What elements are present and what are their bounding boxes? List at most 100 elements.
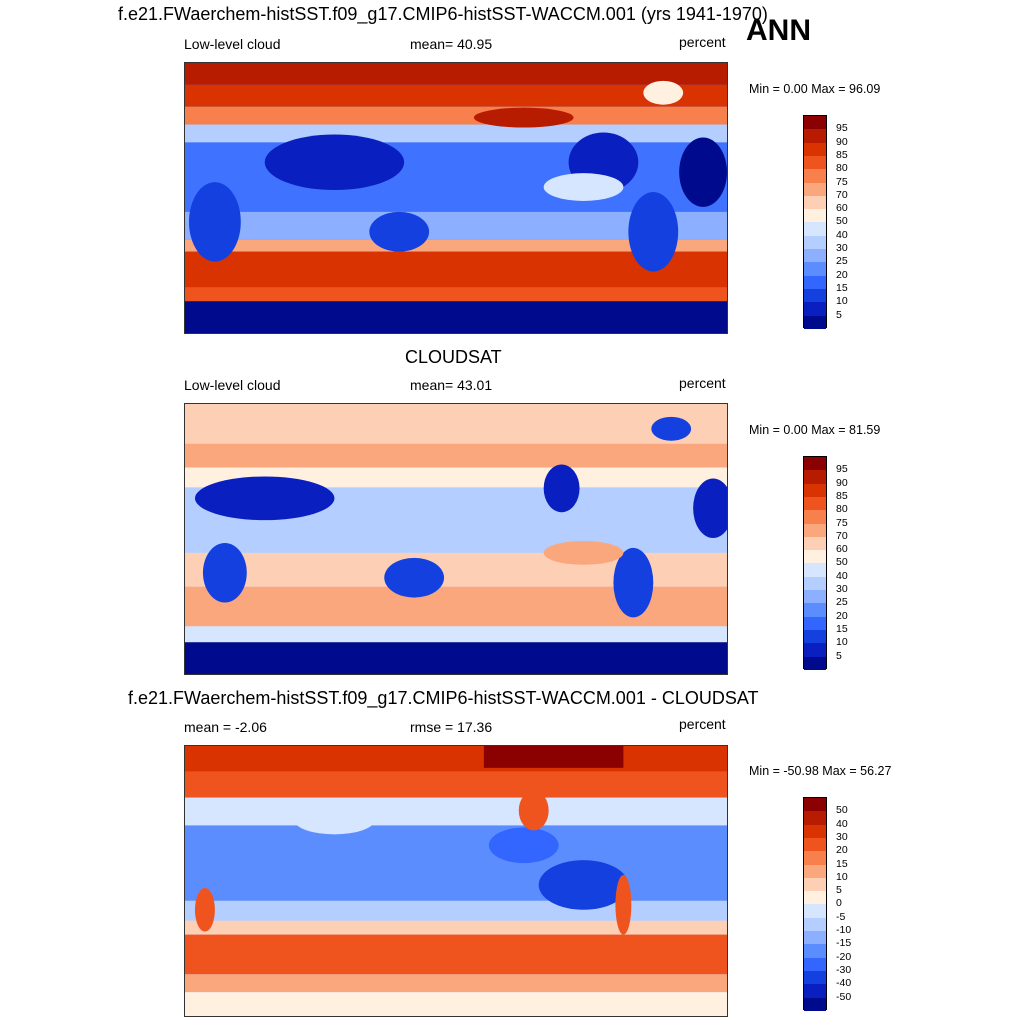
andes-red-strip: [615, 875, 632, 935]
colorbar-swatch: [804, 142, 826, 157]
panel-3-minmax: Min = -50.98 Max = 56.27: [749, 764, 892, 778]
south-america-blob: [613, 547, 654, 618]
panel-1-title: f.e21.FWaerchem-histSST.f09_g17.CMIP6-hi…: [118, 4, 768, 24]
colorbar-tick-label: 5: [836, 308, 842, 321]
panel-2-map: [184, 403, 728, 675]
band-south-mid: [185, 239, 727, 252]
africa-blob: [202, 542, 247, 603]
colorbar-swatch: [804, 970, 826, 985]
band-north-mid: [185, 106, 727, 125]
colorbar-swatch: [804, 235, 826, 250]
asia-light-blob: [294, 806, 375, 835]
colorbar-swatch: [804, 997, 826, 1012]
africa-blob: [188, 182, 241, 262]
colorbar-swatch: [804, 944, 826, 959]
band-south-mid: [185, 920, 727, 935]
band-north-mid: [185, 771, 727, 798]
pacific-stratocumulus: [543, 540, 624, 565]
colorbar-tick-label: 15: [836, 622, 848, 635]
colorbar-swatch: [804, 169, 826, 183]
band-subtropics-n: [185, 797, 727, 826]
pacific-stratocumulus: [543, 173, 624, 201]
colorbar-tick-label: 0: [836, 897, 842, 910]
panel-3-map-svg: [185, 746, 727, 1016]
band-south-high: [185, 287, 727, 302]
colorbar-tick-label: 10: [836, 295, 848, 308]
australia-blob: [369, 211, 430, 252]
greenland-blob: [651, 416, 692, 441]
band-arctic: [185, 746, 727, 772]
colorbar-tick-label: 20: [836, 844, 848, 857]
band-north-mid: [185, 443, 727, 468]
siberia-blob: [483, 746, 624, 768]
colorbar-tick-label: -40: [836, 977, 852, 990]
colorbar-1: [803, 115, 827, 330]
panel-1-map: [184, 62, 728, 334]
colorbar-swatch: [804, 129, 826, 144]
colorbar-tick-label: -20: [836, 950, 852, 963]
colorbar-swatch: [804, 957, 826, 972]
colorbar-swatch: [804, 457, 826, 471]
australia-blob: [384, 557, 445, 598]
colorbar-tick-label: -30: [836, 963, 852, 976]
north-america-blob: [543, 464, 580, 513]
panel-1-minmax: Min = 0.00 Max = 96.09: [749, 82, 881, 96]
colorbar-tick-label: 10: [836, 870, 848, 883]
panel-1-mean-label: mean= 40.95: [410, 36, 493, 52]
colorbar-swatch: [804, 603, 826, 618]
panel-3-mean-label: mean = -2.06: [184, 719, 267, 735]
colorbar-tick-label: 75: [836, 175, 848, 188]
colorbar-tick-label: -5: [836, 910, 846, 923]
colorbar-tick-label: -15: [836, 937, 852, 950]
colorbar-swatch: [804, 811, 826, 826]
colorbar-swatch: [804, 483, 826, 498]
colorbar-tick-label: 75: [836, 516, 848, 529]
panel-2-map-svg: [185, 404, 727, 674]
colorbar-tick-label: 40: [836, 569, 848, 582]
asia-blob: [264, 134, 405, 191]
colorbar-tick-label: 40: [836, 228, 848, 241]
colorbar-tick-label: 25: [836, 255, 848, 268]
colorbar-tick-label: 50: [836, 556, 848, 569]
colorbar-tick-label: 10: [836, 636, 848, 649]
colorbar-swatch: [804, 182, 826, 197]
panel-1-units-label: percent: [679, 34, 726, 50]
colorbar-swatch: [804, 288, 826, 303]
colorbar-tick-label: 50: [836, 804, 848, 817]
colorbar-tick-label: 90: [836, 135, 848, 148]
colorbar-tick-label: 30: [836, 242, 848, 254]
colorbar-swatch: [804, 837, 826, 852]
colorbar-swatch: [804, 496, 826, 511]
colorbar-swatch: [804, 275, 826, 290]
colorbar-swatch: [804, 629, 826, 644]
band-south-high: [185, 974, 727, 993]
panel-2-variable-label: Low-level cloud: [184, 377, 281, 393]
colorbar-tick-label: 40: [836, 817, 848, 830]
colorbar-swatch: [804, 864, 826, 879]
colorbar-tick-label: -10: [836, 924, 852, 936]
colorbar-swatch: [804, 643, 826, 657]
colorbar-swatch: [804, 315, 826, 330]
band-arctic: [185, 404, 727, 444]
colorbar-tick-label: 20: [836, 268, 848, 281]
colorbar-swatch: [804, 931, 826, 945]
colorbar-swatch: [804, 195, 826, 210]
colorbar-swatch: [804, 798, 826, 812]
colorbar-swatch: [804, 656, 826, 671]
colorbar-swatch: [804, 851, 826, 865]
colorbar-2: [803, 456, 827, 671]
band-subtropics-s: [185, 900, 727, 921]
colorbar-tick-label: 85: [836, 148, 848, 161]
colorbar-tick-label: 80: [836, 503, 848, 516]
colorbar-swatch: [804, 249, 826, 263]
colorbar-tick-label: 95: [836, 463, 848, 476]
colorbar-swatch: [804, 262, 826, 277]
panel-2-title: CLOUDSAT: [405, 347, 502, 367]
colorbar-swatch: [804, 523, 826, 538]
colorbar-tick-label: 25: [836, 596, 848, 609]
colorbar-swatch: [804, 222, 826, 237]
colorbar-tick-label: 15: [836, 857, 848, 870]
panel-1-variable-label: Low-level cloud: [184, 36, 281, 52]
panel-1-map-svg: [185, 63, 727, 333]
colorbar-swatch: [804, 984, 826, 998]
